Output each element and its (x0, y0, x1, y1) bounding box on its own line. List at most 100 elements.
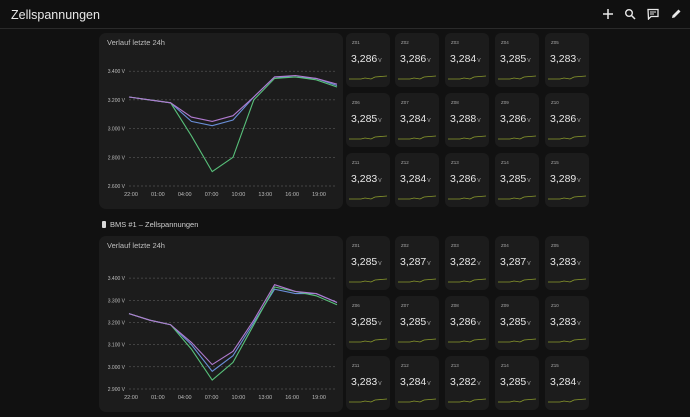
chat-icon[interactable] (645, 6, 661, 22)
sparkline (548, 195, 586, 200)
voltage-history-chart[interactable]: 3.400 V 3.300 V 3.200 V 3.100 V 3.000 V 2.900… (99, 236, 343, 412)
battery-icon (102, 221, 106, 228)
cell-label: Z09 (501, 100, 509, 105)
plus-icon[interactable] (600, 6, 616, 22)
x-tick-label: 04:00 (178, 192, 192, 198)
cell-voltage-tile[interactable]: Z04 3,285V (495, 33, 539, 87)
cell-voltage-value: 3,284V (400, 173, 431, 185)
history-chart-card: Verlauf letzte 24h 3.400 V 3.300 V 3.200 V… (99, 236, 343, 412)
section-title: BMS #1 – Zellspannungen (110, 220, 199, 229)
x-tick-label: 19:00 (312, 192, 326, 198)
cell-voltage-value: 3,287V (500, 256, 531, 268)
cell-voltage-tile[interactable]: Z15 3,284V (545, 356, 589, 410)
sparkline (398, 135, 436, 140)
cell-label: Z07 (401, 100, 409, 105)
sparkline (448, 195, 486, 200)
cell-voltage-tile[interactable]: Z03 3,284V (445, 33, 489, 87)
x-tick-label: 10:00 (232, 192, 246, 198)
cell-voltage-tile[interactable]: Z13 3,282V (445, 356, 489, 410)
y-tick-label: 2.900 V (108, 387, 126, 393)
pencil-icon[interactable] (668, 6, 684, 22)
cell-label: Z03 (451, 243, 459, 248)
cell-label: Z13 (451, 160, 459, 165)
cell-label: Z01 (352, 40, 360, 45)
voltage-history-chart[interactable]: 3.400 V 3.200 V 3.000 V 2.800 V 2.600 V 22:00… (99, 33, 343, 209)
cell-voltage-value: 3,285V (500, 53, 531, 65)
cell-voltage-tile[interactable]: Z09 3,285V (495, 296, 539, 350)
cell-label: Z15 (551, 160, 559, 165)
cell-label: Z05 (551, 243, 559, 248)
cell-voltage-tile[interactable]: Z08 3,286V (445, 296, 489, 350)
cell-voltage-value: 3,286V (450, 316, 481, 328)
cell-voltage-tile[interactable]: Z10 3,286V (545, 93, 589, 147)
cell-label: Z06 (352, 100, 360, 105)
y-tick-label: 3.400 V (108, 276, 126, 282)
cell-label: Z06 (352, 303, 360, 308)
sparkline (349, 75, 387, 80)
sparkline (498, 135, 536, 140)
cell-voltage-tile[interactable]: Z04 3,287V (495, 236, 539, 290)
x-tick-label: 16:00 (285, 192, 299, 198)
cell-voltage-tile[interactable]: Z01 3,286V (346, 33, 390, 87)
y-tick-label: 3.200 V (108, 320, 126, 326)
cell-voltage-tile[interactable]: Z07 3,284V (395, 93, 439, 147)
series-line (128, 288, 338, 373)
cell-voltage-tile[interactable]: Z07 3,285V (395, 296, 439, 350)
cell-voltage-value: 3,282V (450, 256, 481, 268)
cell-voltage-value: 3,283V (550, 316, 581, 328)
x-tick-label: 22:00 (124, 192, 138, 198)
sparkline (349, 338, 387, 343)
sparkline (498, 338, 536, 343)
cell-voltage-value: 3,286V (351, 53, 382, 65)
search-icon[interactable] (622, 6, 638, 22)
cell-voltage-tile[interactable]: Z06 3,285V (346, 296, 390, 350)
cell-voltage-tile[interactable]: Z15 3,289V (545, 153, 589, 207)
cell-voltage-tile[interactable]: Z12 3,284V (395, 153, 439, 207)
cell-label: Z08 (451, 100, 459, 105)
cell-label: Z03 (451, 40, 459, 45)
cell-voltage-tile[interactable]: Z09 3,286V (495, 93, 539, 147)
history-chart-card: Verlauf letzte 24h 3.400 V 3.200 V 3.000 V… (99, 33, 343, 209)
cell-voltage-tile[interactable]: Z08 3,288V (445, 93, 489, 147)
cell-voltage-tile[interactable]: Z13 3,286V (445, 153, 489, 207)
x-tick-label: 04:00 (178, 395, 192, 401)
cell-voltage-value: 3,288V (450, 113, 481, 125)
cell-voltage-tile[interactable]: Z11 3,283V (346, 356, 390, 410)
cell-label: Z14 (501, 160, 509, 165)
sparkline (349, 278, 387, 283)
cell-voltage-tile[interactable]: Z14 3,285V (495, 153, 539, 207)
series-line (128, 286, 338, 381)
cell-voltage-tile[interactable]: Z11 3,283V (346, 153, 390, 207)
cell-voltage-tile[interactable]: Z01 3,285V (346, 236, 390, 290)
cell-label: Z02 (401, 243, 409, 248)
sparkline (498, 398, 536, 403)
cell-label: Z14 (501, 363, 509, 368)
cell-voltage-value: 3,286V (500, 113, 531, 125)
cell-voltage-tile[interactable]: Z05 3,283V (545, 236, 589, 290)
cell-voltage-value: 3,285V (351, 256, 382, 268)
cell-voltage-tile[interactable]: Z06 3,285V (346, 93, 390, 147)
chart-title: Verlauf letzte 24h (107, 38, 165, 47)
cell-voltage-value: 3,285V (500, 173, 531, 185)
sparkline (548, 278, 586, 283)
cell-voltage-value: 3,282V (450, 376, 481, 388)
cell-voltage-tile[interactable]: Z03 3,282V (445, 236, 489, 290)
cell-voltage-tile[interactable]: Z02 3,287V (395, 236, 439, 290)
cell-label: Z08 (451, 303, 459, 308)
x-tick-label: 07:00 (205, 192, 219, 198)
sparkline (349, 398, 387, 403)
cell-voltage-tile[interactable]: Z05 3,283V (545, 33, 589, 87)
cell-voltage-value: 3,284V (400, 376, 431, 388)
cell-voltage-value: 3,283V (351, 173, 382, 185)
y-tick-label: 2.800 V (108, 155, 126, 161)
cell-voltage-tile[interactable]: Z14 3,285V (495, 356, 539, 410)
cell-voltage-tile[interactable]: Z02 3,286V (395, 33, 439, 87)
sparkline (398, 398, 436, 403)
cell-voltage-tile[interactable]: Z12 3,284V (395, 356, 439, 410)
sparkline (548, 398, 586, 403)
cell-label: Z12 (401, 363, 409, 368)
x-tick-label: 01:00 (151, 192, 165, 198)
cell-voltage-tile[interactable]: Z10 3,283V (545, 296, 589, 350)
sparkline (448, 75, 486, 80)
cell-label: Z05 (551, 40, 559, 45)
